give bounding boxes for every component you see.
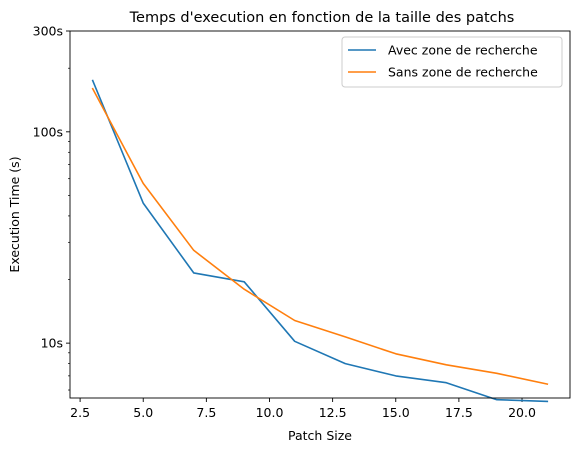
y-tick-label: 100s: [33, 124, 63, 139]
y-axis-label: Execution Time (s): [7, 156, 22, 272]
series-line-2: [93, 89, 548, 384]
x-tick-label: 17.5: [445, 405, 473, 420]
x-tick-label: 15.0: [382, 405, 410, 420]
series-line-1: [93, 81, 548, 402]
x-tick-label: 7.5: [196, 405, 216, 420]
legend-label-1: Avec zone de recherche: [388, 43, 538, 58]
y-tick-label: 10s: [41, 336, 63, 351]
x-tick-label: 12.5: [319, 405, 347, 420]
x-axis-ticks: 2.5 5.0 7.5 10.0 12.5 15.0 17.5 20.0: [70, 398, 536, 420]
x-tick-label: 2.5: [70, 405, 90, 420]
legend: Avec zone de recherche Sans zone de reche…: [342, 37, 562, 87]
legend-label-2: Sans zone de recherche: [388, 65, 538, 80]
series-lines: [93, 81, 548, 402]
y-tick-label: 300s: [33, 24, 63, 39]
x-axis-label: Patch Size: [288, 428, 352, 443]
x-tick-label: 5.0: [133, 405, 153, 420]
chart-title: Temps d'execution en fonction de la tail…: [129, 10, 515, 26]
x-tick-label: 20.0: [508, 405, 536, 420]
y-axis-ticks: 10s 100s 300s: [33, 24, 70, 391]
x-tick-label: 10.0: [256, 405, 284, 420]
